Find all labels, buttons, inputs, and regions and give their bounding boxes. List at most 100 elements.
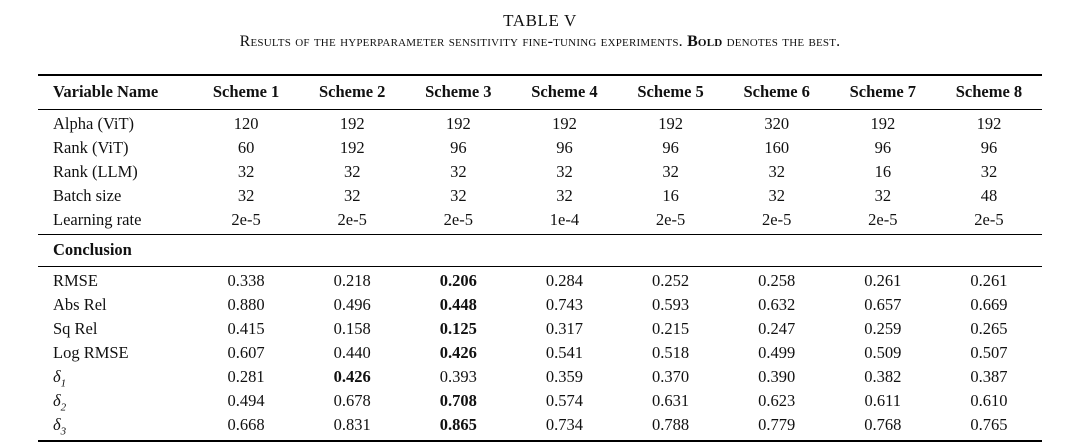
caption-text-prefix: Results of the hyperparameter sensitivit…	[239, 33, 688, 50]
metric-row: δ2 0.494 0.678 0.708 0.574 0.631 0.623 0.611 0.6…	[38, 389, 1042, 413]
value-cell: 0.607	[227, 343, 265, 362]
value-cell: 0.734	[545, 415, 583, 434]
value-cell: 0.541	[545, 343, 583, 362]
value-cell: 0.284	[545, 271, 583, 290]
header-scheme-8: Scheme 8	[955, 82, 1023, 101]
value-cell: 0.496	[333, 295, 371, 314]
value-cell: 0.779	[758, 415, 796, 434]
table-caption: Results of the hyperparameter sensitivit…	[0, 33, 1080, 51]
value-cell: 0.678	[333, 391, 371, 410]
value-cell: 1e-4	[549, 210, 580, 229]
value-cell: 2e-5	[443, 210, 473, 229]
table-number: TABLE V	[503, 11, 577, 30]
value-cell: 32	[980, 162, 998, 181]
header-scheme-2: Scheme 2	[318, 82, 386, 101]
value-cell: 0.415	[227, 319, 265, 338]
value-cell: 96	[874, 138, 892, 157]
hyperparameter-section: Alpha (ViT) 120 192 192 192 192 320 192 192 Rank …	[38, 110, 1042, 235]
value-cell: 0.393	[439, 367, 477, 386]
value-cell: 32	[662, 162, 679, 181]
metric-row: Log RMSE 0.607 0.440 0.426 0.541 0.518 0.499 0.…	[38, 341, 1042, 365]
value-cell: 0.574	[545, 391, 583, 410]
header-scheme-4: Scheme 4	[531, 82, 598, 101]
value-cell: 32	[343, 162, 361, 181]
hyperparameter-row: Batch size 32 32 32 32 16 32 32 48	[38, 184, 1042, 208]
value-cell: 2e-5	[974, 210, 1004, 229]
value-cell-best: 0.448	[439, 295, 477, 314]
row-label: Alpha (ViT)	[53, 114, 135, 133]
value-cell: 0.370	[652, 367, 690, 386]
value-cell: 96	[980, 138, 998, 157]
value-cell: 0.281	[227, 367, 265, 386]
value-cell: 0.382	[864, 367, 902, 386]
value-cell: 0.494	[227, 391, 265, 410]
header-scheme-3: Scheme 3	[425, 82, 492, 101]
results-table: Variable Name Scheme 1 Scheme 2 Scheme 3 Sch…	[38, 74, 1042, 442]
value-cell: 96	[556, 138, 573, 157]
value-cell: 0.261	[864, 271, 902, 290]
value-cell: 16	[662, 186, 679, 205]
metric-row: Abs Rel 0.880 0.496 0.448 0.743 0.593 0.632 0.6…	[38, 293, 1042, 317]
value-cell: 32	[450, 186, 467, 205]
value-cell: 192	[339, 114, 365, 133]
value-cell: 32	[237, 162, 255, 181]
metric-row: Sq Rel 0.415 0.158 0.125 0.317 0.215 0.247 0.25…	[38, 317, 1042, 341]
conclusion-section-row: Conclusion	[38, 234, 1042, 267]
value-cell: 0.261	[970, 271, 1008, 290]
value-cell: 192	[658, 114, 683, 133]
value-cell: 96	[450, 138, 467, 157]
value-cell: 0.317	[545, 319, 583, 338]
conclusion-label: Conclusion	[53, 240, 132, 259]
value-cell: 32	[343, 186, 361, 205]
value-cell: 0.631	[652, 391, 690, 410]
header-scheme-7: Scheme 7	[849, 82, 917, 101]
metrics-section: RMSE 0.338 0.218 0.206 0.284 0.252 0.258 0.261 0…	[38, 267, 1042, 441]
value-cell: 0.880	[227, 295, 265, 314]
value-cell: 96	[662, 138, 679, 157]
value-cell: 0.387	[970, 367, 1008, 386]
conclusion-section: Conclusion	[38, 234, 1042, 267]
metric-subscript: 3	[60, 425, 67, 438]
value-cell: 2e-5	[231, 210, 261, 229]
value-cell: 0.265	[970, 319, 1008, 338]
value-cell-best: 0.125	[439, 319, 477, 338]
value-cell: 0.632	[758, 295, 796, 314]
value-cell-best: 0.708	[439, 391, 477, 410]
value-cell: 0.507	[970, 343, 1008, 362]
value-cell: 32	[768, 162, 785, 181]
value-cell: 0.657	[864, 295, 902, 314]
value-cell: 60	[237, 138, 255, 157]
caption-bold-word: Bold	[687, 33, 723, 50]
value-cell: 16	[874, 162, 892, 181]
row-label: Sq Rel	[53, 319, 98, 338]
value-cell: 0.765	[970, 415, 1008, 434]
value-cell: 0.610	[970, 391, 1008, 410]
hyperparameter-row: Rank (LLM) 32 32 32 32 32 32 16 32	[38, 160, 1042, 184]
value-cell: 0.359	[545, 367, 583, 386]
header-variable-name: Variable Name	[53, 82, 159, 101]
value-cell: 0.258	[758, 271, 796, 290]
value-cell-best: 0.865	[439, 415, 477, 434]
value-cell: 32	[450, 162, 467, 181]
value-cell: 0.743	[545, 295, 583, 314]
value-cell-best: 0.426	[333, 367, 371, 386]
value-cell: 192	[445, 114, 471, 133]
row-label: Rank (ViT)	[53, 138, 129, 157]
row-label: RMSE	[53, 271, 98, 290]
value-cell: 0.768	[864, 415, 902, 434]
header-scheme-6: Scheme 6	[743, 82, 810, 101]
row-label: δ3	[53, 415, 67, 438]
value-cell: 320	[764, 114, 790, 133]
value-cell: 0.499	[758, 343, 796, 362]
row-label: δ2	[53, 391, 67, 414]
value-cell: 32	[556, 186, 573, 205]
metric-row: RMSE 0.338 0.218 0.206 0.284 0.252 0.258 0.261 0…	[38, 267, 1042, 294]
row-label: Learning rate	[53, 210, 142, 229]
value-cell: 0.259	[864, 319, 902, 338]
value-cell: 0.218	[333, 271, 371, 290]
value-cell: 192	[976, 114, 1002, 133]
hyperparameter-row: Alpha (ViT) 120 192 192 192 192 320 192 192	[38, 110, 1042, 137]
value-cell: 0.623	[758, 391, 796, 410]
value-cell: 0.509	[864, 343, 902, 362]
value-cell: 32	[237, 186, 255, 205]
